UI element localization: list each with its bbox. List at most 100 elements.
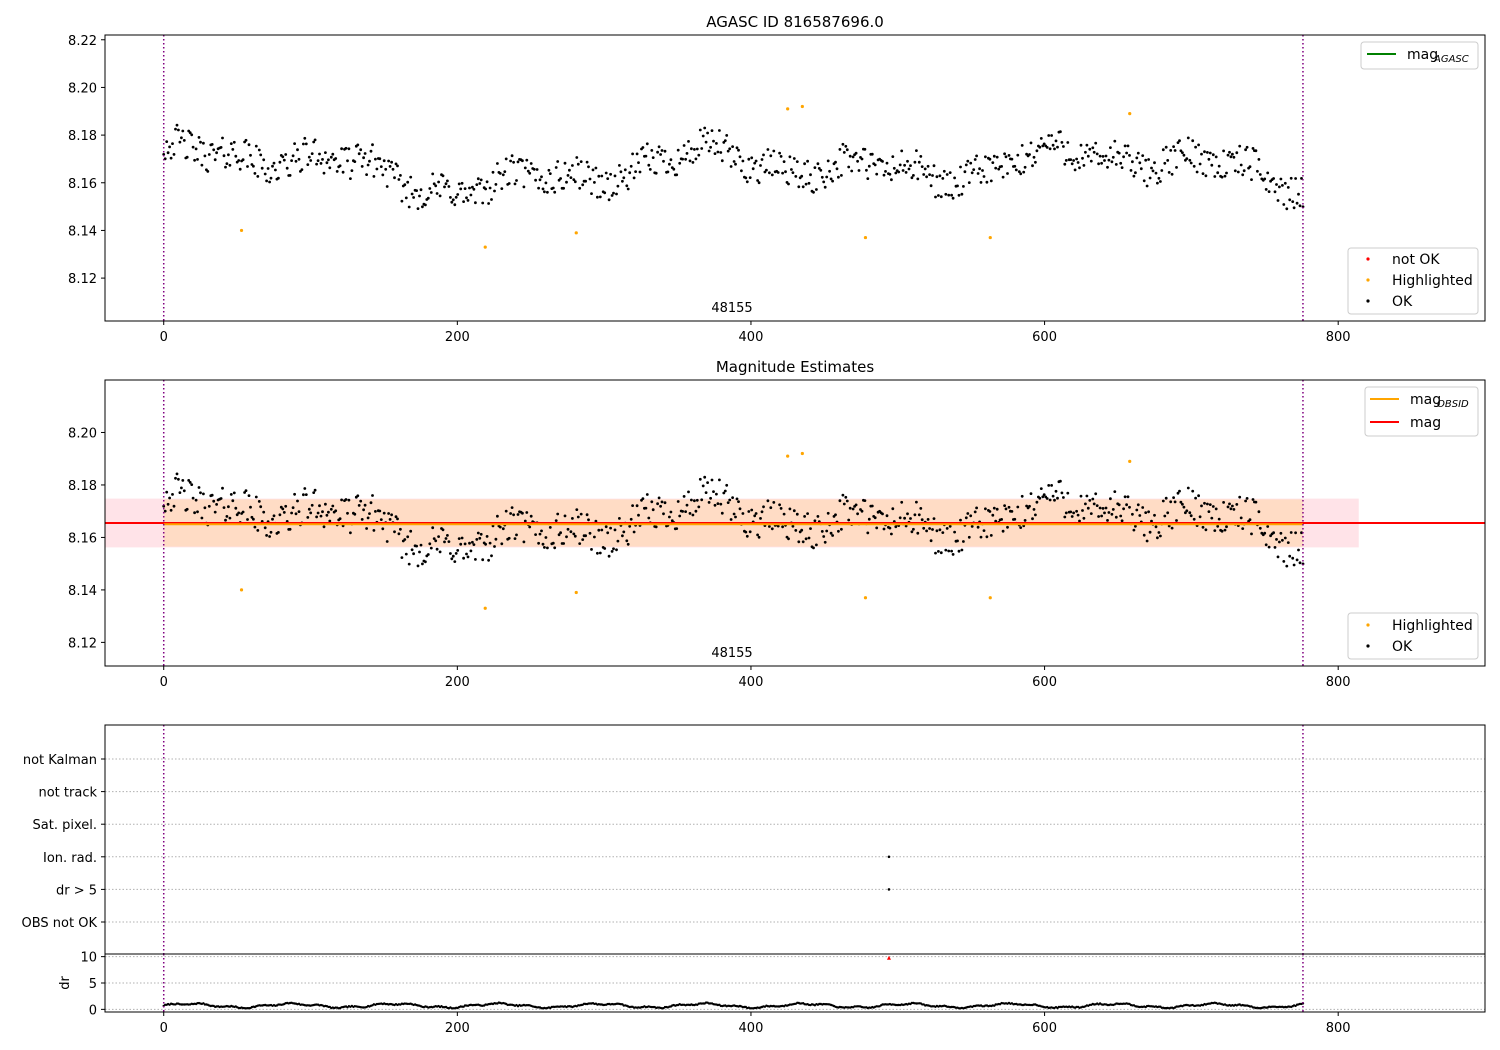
- y-tick-label: 8.14: [68, 584, 97, 599]
- data-point-ok: [928, 527, 931, 530]
- data-point-ok: [363, 152, 367, 155]
- data-point-ok: [851, 507, 855, 511]
- data-point-ok: [829, 531, 833, 535]
- data-point-ok: [682, 144, 686, 147]
- data-point-ok: [291, 506, 295, 510]
- data-point-ok: [600, 528, 604, 532]
- data-point-ok: [706, 481, 709, 484]
- data-point-ok: [325, 161, 329, 165]
- data-point-ok: [1173, 149, 1177, 152]
- data-point-ok: [1289, 531, 1293, 534]
- data-point-ok: [826, 159, 830, 163]
- data-point-ok: [1084, 502, 1087, 506]
- data-point-ok: [963, 170, 967, 174]
- data-point-ok: [1047, 484, 1051, 487]
- data-point-ok: [1135, 508, 1139, 512]
- data-point-ok: [966, 159, 970, 163]
- data-point-ok: [942, 169, 946, 173]
- data-point-ok: [641, 497, 645, 500]
- data-point-ok: [454, 195, 458, 199]
- data-point-ok: [543, 546, 546, 549]
- data-point-ok: [441, 528, 445, 532]
- data-point-ok: [613, 174, 617, 178]
- data-point-ok: [177, 128, 180, 132]
- data-point-ok: [744, 530, 748, 534]
- data-point-ok: [188, 481, 192, 484]
- data-point-ok: [400, 199, 404, 203]
- data-point-ok: [854, 151, 858, 155]
- data-point-ok: [313, 488, 317, 492]
- data-point-ok: [310, 152, 314, 156]
- data-point-ok: [341, 170, 345, 174]
- data-point-ok: [765, 168, 768, 172]
- data-point-ok: [875, 172, 879, 176]
- flag-label: Sat. pixel.: [33, 818, 97, 833]
- data-point-ok: [634, 170, 637, 174]
- data-point-ok: [378, 157, 382, 161]
- legend-mag-obsid-subscript: OBSID: [1437, 399, 1469, 410]
- data-point-ok: [1060, 141, 1064, 144]
- data-point-ok: [496, 162, 499, 165]
- data-point-ok: [1192, 164, 1196, 168]
- data-point-ok: [525, 158, 529, 162]
- data-point-ok: [409, 529, 413, 533]
- data-point-ok: [478, 182, 482, 185]
- data-point-ok: [278, 160, 282, 164]
- data-point-ok: [822, 180, 826, 184]
- data-point-ok: [913, 513, 917, 517]
- data-point-ok: [1254, 500, 1258, 504]
- data-point-ok: [763, 170, 767, 174]
- data-point-ok: [922, 526, 926, 530]
- data-point-ok: [232, 491, 236, 495]
- data-point-ok: [593, 181, 596, 184]
- data-point-ok: [278, 513, 282, 517]
- data-point-ok: [797, 540, 801, 544]
- data-point-ok: [651, 508, 655, 512]
- data-point-ok: [347, 147, 351, 151]
- data-point-ok: [359, 148, 363, 152]
- data-point-ok: [885, 514, 889, 518]
- data-point-ok: [1022, 170, 1026, 174]
- data-point-ok: [929, 539, 933, 543]
- data-point-ok: [498, 525, 502, 529]
- data-point-ok: [247, 494, 251, 497]
- data-point-ok: [621, 179, 624, 183]
- data-point-ok: [532, 167, 536, 171]
- data-point-ok: [315, 162, 318, 166]
- data-point-ok: [187, 479, 191, 482]
- data-point-ok: [374, 510, 377, 513]
- data-point-ok: [688, 512, 692, 515]
- data-point-ok: [1200, 504, 1203, 508]
- data-point-ok: [619, 170, 623, 174]
- data-point-ok: [225, 162, 229, 166]
- data-point-ok: [1241, 173, 1245, 177]
- data-point-ok: [340, 147, 343, 151]
- data-point-ok: [735, 146, 739, 150]
- data-point-ok: [572, 532, 576, 536]
- data-point-ok: [382, 511, 386, 515]
- data-point-ok: [362, 156, 365, 160]
- legend-mag-agasc-label: mag: [1407, 47, 1438, 63]
- y-tick-label: 8.20: [68, 81, 97, 96]
- data-point-ok: [404, 552, 408, 556]
- data-point-ok: [809, 173, 812, 177]
- data-point-ok: [734, 515, 737, 519]
- data-point-ok: [1248, 518, 1252, 522]
- data-point-ok: [1256, 169, 1259, 173]
- data-point-ok: [472, 187, 476, 191]
- data-point-highlighted: [574, 231, 578, 235]
- data-point-ok: [481, 558, 485, 562]
- y-tick-label: 8.12: [68, 636, 97, 651]
- data-point-ok: [1007, 154, 1011, 157]
- data-point-ok: [410, 548, 414, 552]
- data-point-ok: [712, 139, 715, 143]
- data-point-ok: [535, 168, 539, 171]
- data-point-ok: [1035, 149, 1039, 153]
- data-point-ok: [681, 510, 684, 513]
- data-point-ok: [371, 143, 374, 147]
- data-point-ok: [319, 514, 323, 518]
- data-point-ok: [863, 147, 867, 151]
- data-point-ok: [1078, 166, 1081, 170]
- data-point-ok: [450, 557, 454, 561]
- data-point-ok: [654, 171, 658, 175]
